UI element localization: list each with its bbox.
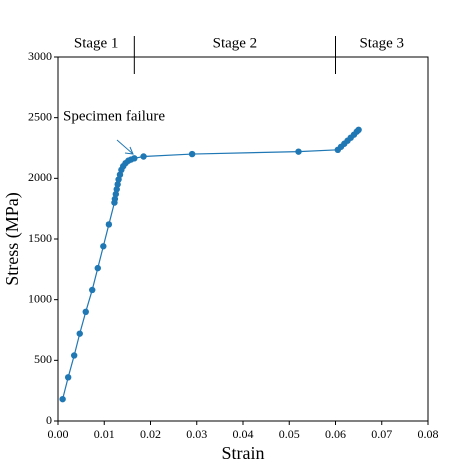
data-point [140,153,147,160]
y-tick-label: 3000 [28,49,52,63]
stage-label: Stage 1 [74,35,119,51]
annotation-arrowhead [124,146,134,155]
data-point [115,176,122,183]
data-point [131,155,138,162]
data-point [355,126,362,133]
data-point [295,148,302,155]
data-point [82,308,89,315]
x-tick-label: 0.03 [186,427,207,441]
x-axis-label: Strain [222,443,265,463]
x-tick-label: 0.02 [140,427,161,441]
stage-label: Stage 3 [359,35,404,51]
y-tick-label: 500 [34,352,52,366]
y-tick-label: 1500 [28,231,52,245]
x-tick-label: 0.06 [325,427,346,441]
data-point [105,221,113,228]
y-axis-label: Stress (MPa) [2,192,23,286]
data-point [100,243,107,250]
y-tick-label: 2000 [28,170,52,184]
data-point [116,171,124,178]
x-tick-label: 0.04 [233,427,254,441]
stage-label: Stage 2 [213,35,258,51]
data-point [188,150,196,158]
data-point [64,374,72,381]
data-point [76,330,83,337]
annotation-arrow [116,139,134,155]
annotation: Specimen failure [63,108,165,124]
data-point [113,186,120,193]
y-tick-label: 2500 [28,109,52,123]
x-tick-label: 0.01 [94,427,115,441]
data-point [70,352,78,359]
data-point [59,395,66,403]
x-tick-label: 0.08 [418,427,439,441]
y-tick-label: 0 [46,413,52,427]
x-tick-label: 0.07 [371,427,392,441]
x-tick-label: 0.00 [48,427,69,441]
data-point [112,190,120,198]
y-tick-label: 1000 [28,291,52,305]
data-point [114,181,121,188]
data-point [89,286,96,294]
x-tick-label: 0.05 [279,427,300,441]
data-point [111,195,119,203]
data-point [94,264,101,272]
series-line [62,129,360,400]
